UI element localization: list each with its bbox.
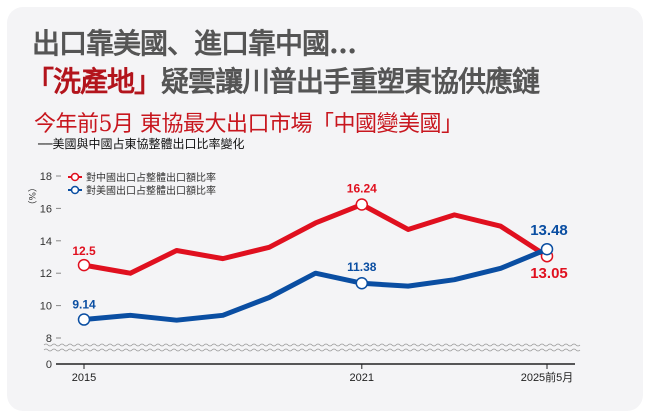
axis-break-wave: [43, 343, 581, 347]
x-tick-label: 2015: [72, 372, 96, 384]
highlight-marker: [77, 313, 91, 326]
y-tick-label: 16: [40, 203, 52, 215]
legend-marker: [70, 185, 80, 195]
highlight-marker: [77, 258, 91, 272]
headline-rest: 疑雲讓川普出手重塑東協供應鏈: [161, 65, 540, 98]
x-tick-label: 2025前5月: [521, 370, 574, 384]
y-tick-label: 8: [46, 333, 52, 345]
y-tick-label: 10: [40, 301, 52, 313]
headline-line1: 出口靠美國、進口靠中國…: [32, 27, 357, 60]
data-label: 12.5: [72, 244, 96, 258]
series-line-0: [83, 202, 549, 276]
highlight-marker: [355, 198, 369, 211]
data-label: 11.38: [347, 260, 377, 274]
infographic-card: [7, 7, 643, 411]
y-tick-label: 14: [40, 236, 52, 248]
subtitle: 今年前5月 東協最大出口市場「中國變美國」: [34, 112, 463, 137]
data-label: 13.05: [530, 265, 568, 282]
axis-break-wave: [43, 348, 581, 352]
data-label: 9.14: [72, 298, 96, 312]
data-label: 16.24: [347, 182, 377, 196]
chart-caption: ──美國與中國占東協整體出口比率變化: [38, 137, 245, 151]
y-tick-label: 18: [40, 171, 52, 183]
y-tick-label: 12: [40, 268, 52, 280]
legend-label: 對中國出口占整體出口額比率: [86, 171, 216, 184]
data-label: 13.48: [530, 222, 568, 239]
y-tick-label: 0: [46, 359, 52, 371]
headline-highlight: 「洗產地」: [26, 65, 162, 98]
legend-marker: [70, 172, 80, 182]
headline-line2: 「洗產地」疑雲讓川普出手重塑東協供應鏈: [26, 60, 540, 100]
highlight-marker: [355, 276, 369, 290]
highlight-marker: [540, 242, 554, 256]
legend-label: 對美國出口占整體出口額比率: [86, 184, 216, 197]
x-tick-label: 2021: [350, 372, 374, 384]
y-unit-label: （%）: [26, 183, 37, 210]
